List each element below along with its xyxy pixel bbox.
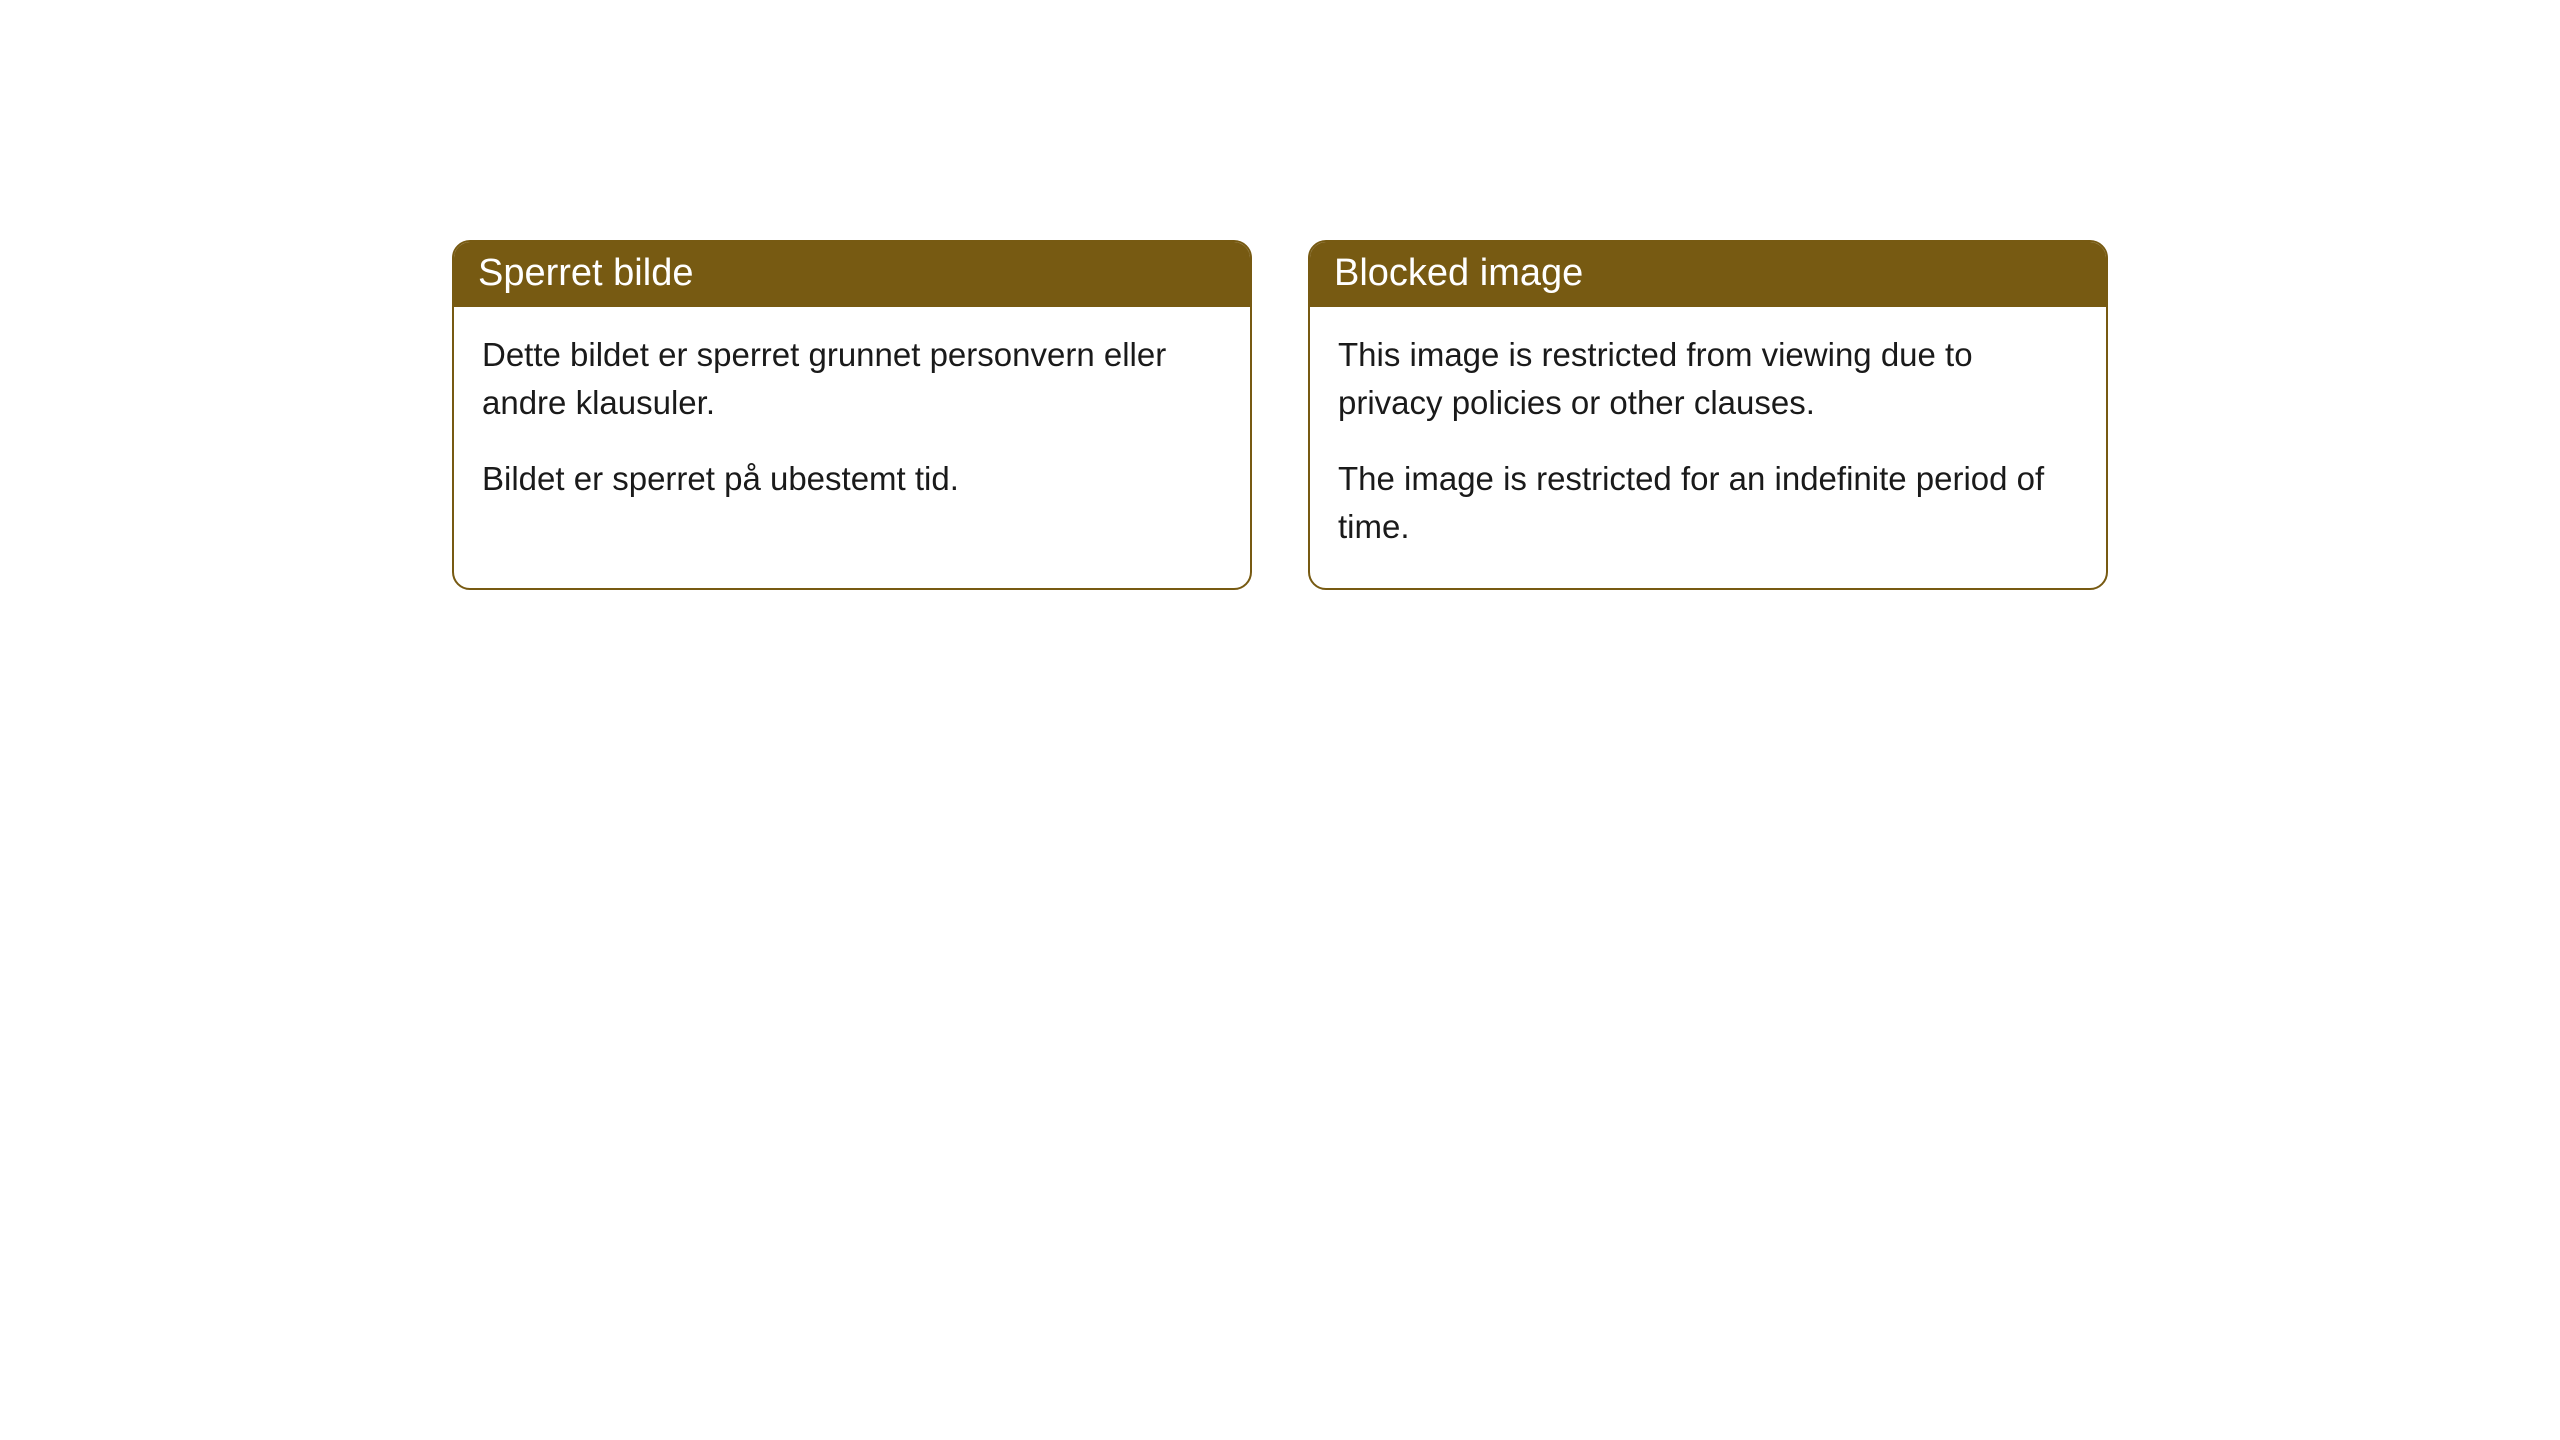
card-body: Dette bildet er sperret grunnet personve…	[454, 307, 1250, 541]
card-body: This image is restricted from viewing du…	[1310, 307, 2106, 588]
card-paragraph: The image is restricted for an indefinit…	[1338, 455, 2078, 551]
card-title: Blocked image	[1334, 252, 1583, 294]
card-title: Sperret bilde	[478, 252, 693, 294]
notice-container: Sperret bilde Dette bildet er sperret gr…	[0, 240, 2560, 590]
card-header: Blocked image	[1310, 242, 2106, 307]
card-paragraph: Dette bildet er sperret grunnet personve…	[482, 331, 1222, 427]
card-paragraph: Bildet er sperret på ubestemt tid.	[482, 455, 1222, 503]
card-header: Sperret bilde	[454, 242, 1250, 307]
blocked-image-card-english: Blocked image This image is restricted f…	[1308, 240, 2108, 590]
card-paragraph: This image is restricted from viewing du…	[1338, 331, 2078, 427]
blocked-image-card-norwegian: Sperret bilde Dette bildet er sperret gr…	[452, 240, 1252, 590]
